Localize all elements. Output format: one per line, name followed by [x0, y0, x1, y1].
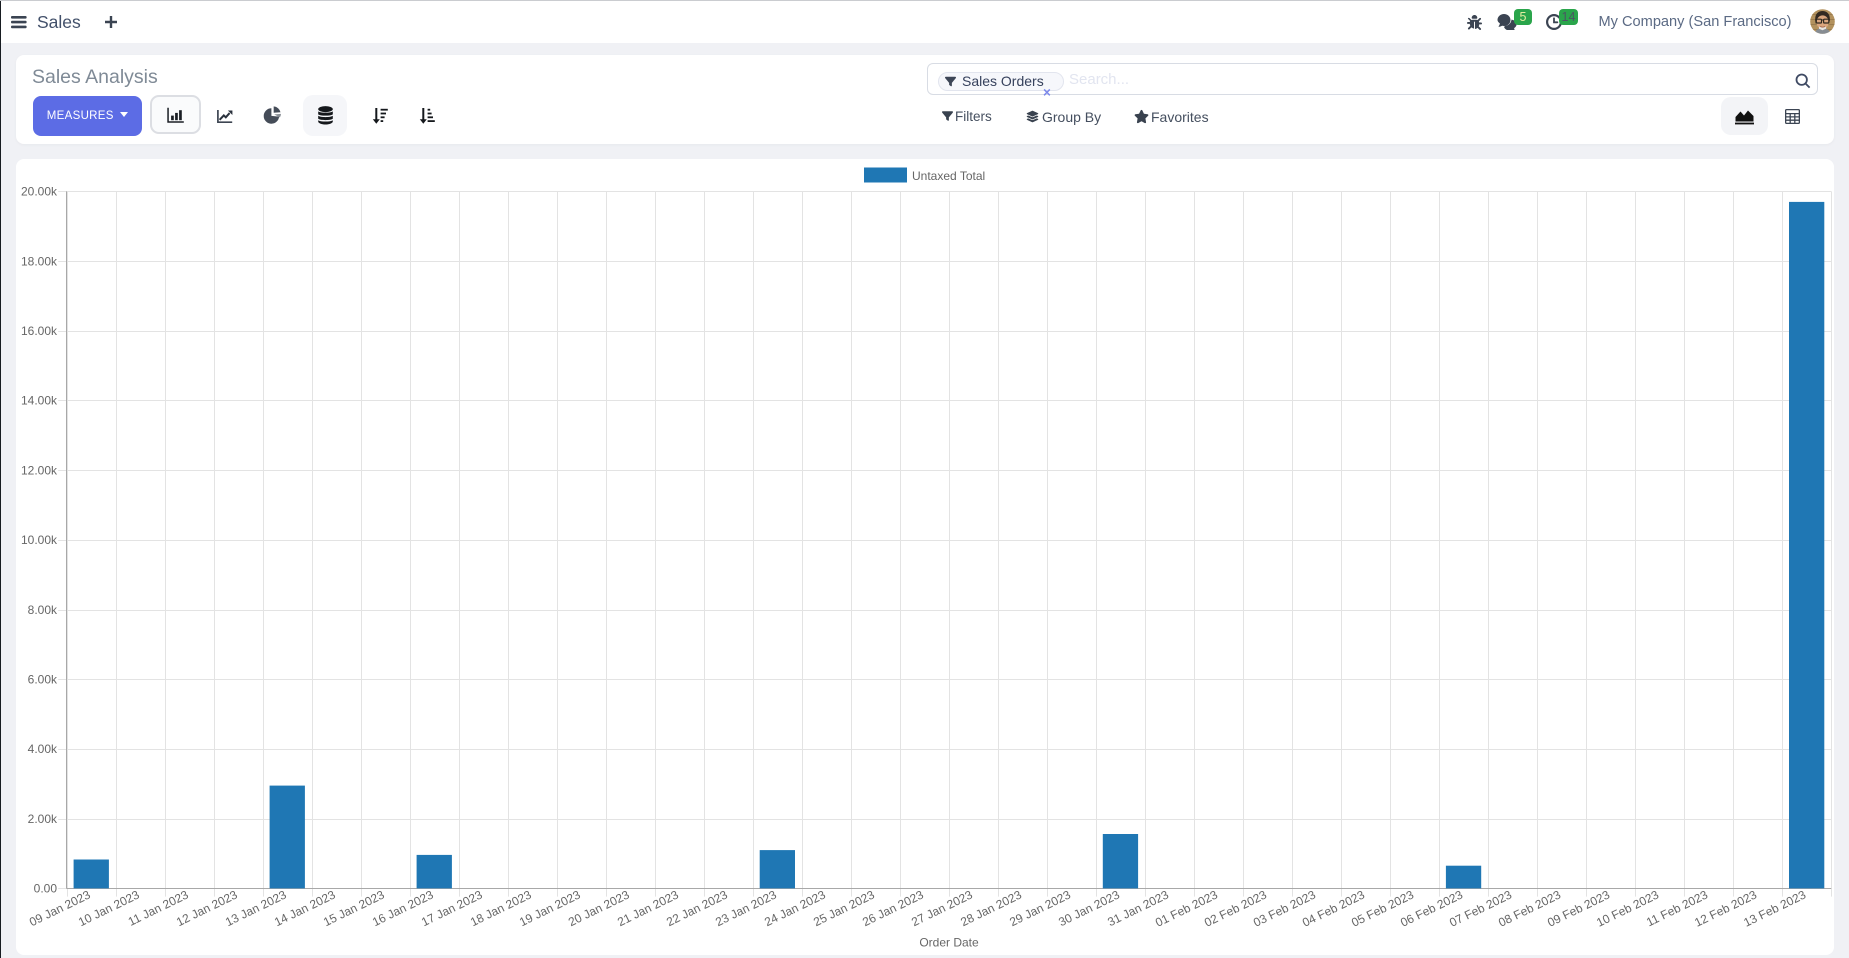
svg-text:16.00k: 16.00k	[21, 324, 58, 338]
svg-text:4.00k: 4.00k	[28, 742, 58, 756]
svg-text:2.00k: 2.00k	[28, 812, 58, 826]
svg-text:10.00k: 10.00k	[21, 533, 58, 547]
svg-text:14.00k: 14.00k	[21, 394, 58, 408]
svg-text:6.00k: 6.00k	[28, 673, 58, 687]
svg-text:Untaxed Total: Untaxed Total	[912, 169, 985, 183]
svg-text:0.00: 0.00	[34, 882, 58, 896]
svg-text:12.00k: 12.00k	[21, 463, 58, 477]
svg-text:8.00k: 8.00k	[28, 603, 58, 617]
svg-text:20.00k: 20.00k	[21, 185, 58, 199]
svg-text:18.00k: 18.00k	[21, 254, 58, 268]
svg-text:Order Date: Order Date	[919, 936, 979, 950]
